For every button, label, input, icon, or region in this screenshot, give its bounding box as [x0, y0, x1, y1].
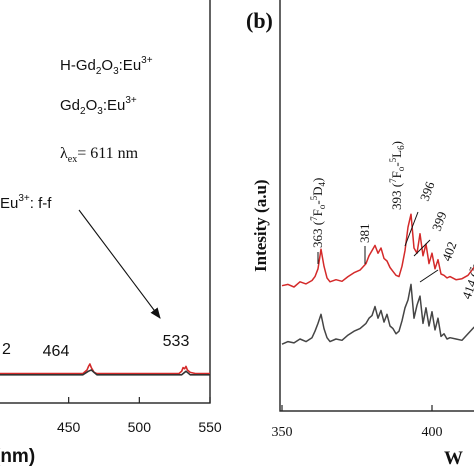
legend-gd2o3: Gd2O3:Eu3+: [60, 95, 137, 117]
panel-a-plot-area: [0, 363, 210, 376]
panel-a-x-axis-label: (nm): [0, 446, 35, 467]
annotation-402-tick: [419, 269, 439, 283]
panel-a-series-h-gd2o3-line: [0, 363, 210, 375]
panel-b-x-axis-label: W: [444, 448, 463, 469]
panel-a-frame: [0, 0, 211, 404]
annotation-393: 393 (7Fo-5L6): [388, 141, 406, 210]
panel-b-series-gd2o3-line: [281, 283, 474, 345]
annotation-402: 402: [439, 240, 460, 263]
panel-a-tick-label-550: 550: [198, 419, 222, 435]
annotation-396: 396: [417, 179, 438, 203]
panel-b-y-axis-label: Intesity (a.u): [251, 179, 270, 272]
peak-label-464: 464: [43, 343, 70, 360]
legend-h-gd2o3: H-Gd2O3:Eu3+: [60, 55, 153, 77]
annotation-414: 414 (7Fo-5D: [458, 238, 474, 302]
annotation-399: 399: [429, 210, 450, 233]
panel-a: 450 500 550 H-Gd2O3:Eu3+ Gd2O3:Eu3+ λex= 6…: [0, 0, 222, 467]
panel-a-x-ticks: 450 500 550: [57, 397, 222, 435]
arrow-to-533: [78, 209, 161, 319]
peak-label-partial: 2: [2, 341, 11, 358]
panel-b-x-ticks: 350 400: [272, 405, 443, 440]
peak-label-533: 533: [163, 333, 190, 350]
annotation-399-tick: [413, 239, 431, 257]
panel-b-tick-label-400: 400: [422, 425, 443, 440]
panel-a-series-gd2o3-line: [0, 369, 210, 376]
panel-a-tick-label-500: 500: [128, 419, 152, 435]
panel-b-frame: [279, 0, 474, 412]
panel-b-plot-area: [281, 213, 474, 345]
panel-letter-b: (b): [246, 8, 273, 33]
panel-b-tick-label-350: 350: [272, 425, 293, 440]
panel-a-tick-label-450: 450: [57, 419, 81, 435]
annotation-396-tick: [404, 211, 419, 247]
panel-b: (b) 350 400 Intesity (a.u) W 363 (7Fo-5D4…: [246, 0, 474, 469]
excitation-wavelength-label: λex= 611 nm: [60, 145, 139, 165]
annotation-381: 381: [357, 224, 372, 244]
transition-label: Eu3+: f-f: [0, 193, 52, 212]
annotation-363: 363 (7Fo-5D4): [309, 178, 327, 248]
panel-b-series-h-gd2o3-line: [281, 213, 474, 288]
